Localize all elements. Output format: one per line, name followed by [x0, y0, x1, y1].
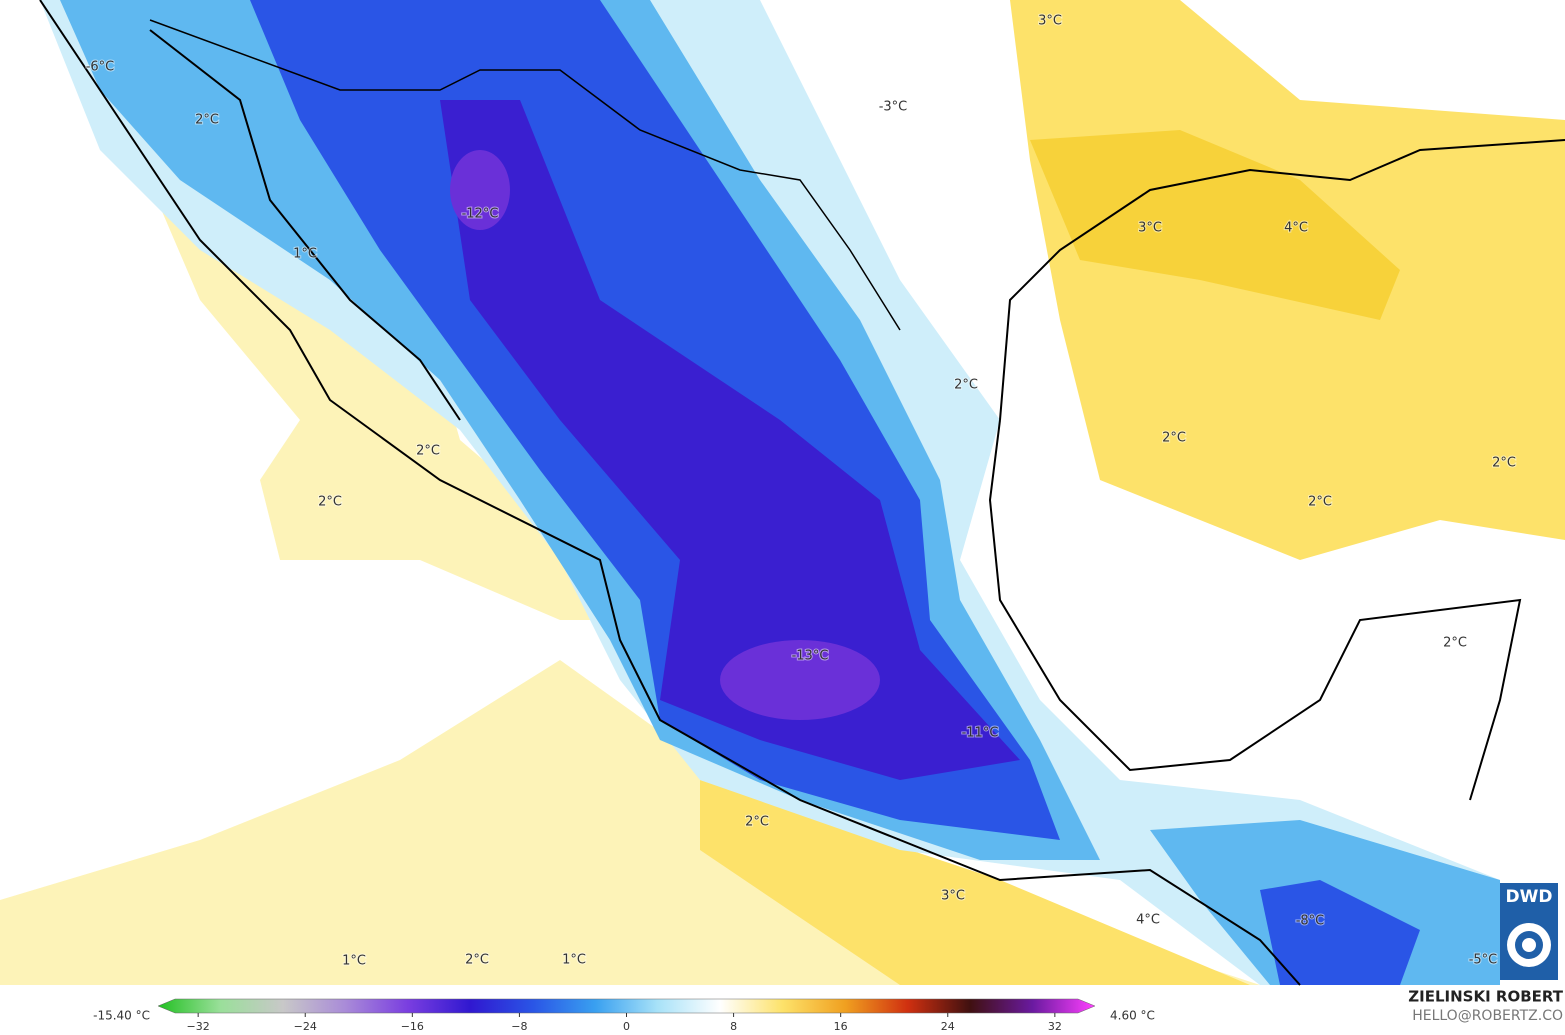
temp-label: 4°C: [1136, 913, 1160, 928]
temp-label: 2°C: [1162, 431, 1186, 446]
colorbar-tick-label: −8: [511, 1020, 527, 1033]
logo-text: DWD: [1506, 887, 1553, 907]
author: ZIELINSKI ROBERT: [1408, 988, 1563, 1006]
colorbar-tick-label: −24: [294, 1020, 317, 1033]
temp-label: 1°C: [562, 953, 586, 968]
colorbar-min: -15.40 °C: [93, 1009, 150, 1023]
temp-label: 2°C: [745, 815, 769, 830]
colorbar-tick-label: −32: [187, 1020, 210, 1033]
temp-label: -3°C: [879, 100, 908, 115]
colorbar-max: 4.60 °C: [1110, 1009, 1155, 1023]
map: [0, 0, 1565, 986]
temp-label: 3°C: [1038, 14, 1062, 29]
temp-label: 2°C: [465, 953, 489, 968]
temp-label: 3°C: [941, 889, 965, 904]
temp-label: 4°C: [1284, 221, 1308, 236]
map-labels: -6°C 2°C 1°C -12°C 3°C -3°C 3°C 4°C 2°C …: [85, 13, 1517, 970]
temp-label: -13°C: [792, 649, 829, 664]
temp-label: 1°C: [293, 247, 317, 262]
temp-label: -11°C: [962, 726, 999, 741]
temp-label: 1°C: [342, 954, 366, 969]
temp-label: 2°C: [318, 495, 342, 510]
temp-label: -5°C: [1469, 953, 1498, 968]
logo: DWD: [1500, 883, 1558, 980]
colorbar-tick-label: −16: [401, 1020, 424, 1033]
colorbar-tick-label: 16: [834, 1020, 848, 1033]
temp-label: 3°C: [1138, 221, 1162, 236]
colorbar-tick-label: 0: [623, 1020, 630, 1033]
temp-label: 2°C: [1492, 456, 1516, 471]
temp-label: -6°C: [86, 60, 115, 75]
colorbar: -15.40 °C 4.60 °C −32 −24 −16 −8 0 8 16 24 32: [93, 998, 1155, 1033]
temp-label: 2°C: [1308, 495, 1332, 510]
temp-label: 2°C: [416, 444, 440, 459]
email: HELLO@ROBERTZ.CO: [1412, 1008, 1563, 1024]
temp-label: 2°C: [1443, 636, 1467, 651]
temp-label: -12°C: [462, 207, 499, 222]
temp-label: 2°C: [954, 378, 978, 393]
temp-label: -8°C: [1296, 914, 1325, 929]
colorbar-tick-label: 32: [1048, 1020, 1062, 1033]
temp-label: 2°C: [195, 113, 219, 128]
colorbar-tick-label: 24: [941, 1020, 955, 1033]
colorbar-tick-label: 8: [730, 1020, 737, 1033]
